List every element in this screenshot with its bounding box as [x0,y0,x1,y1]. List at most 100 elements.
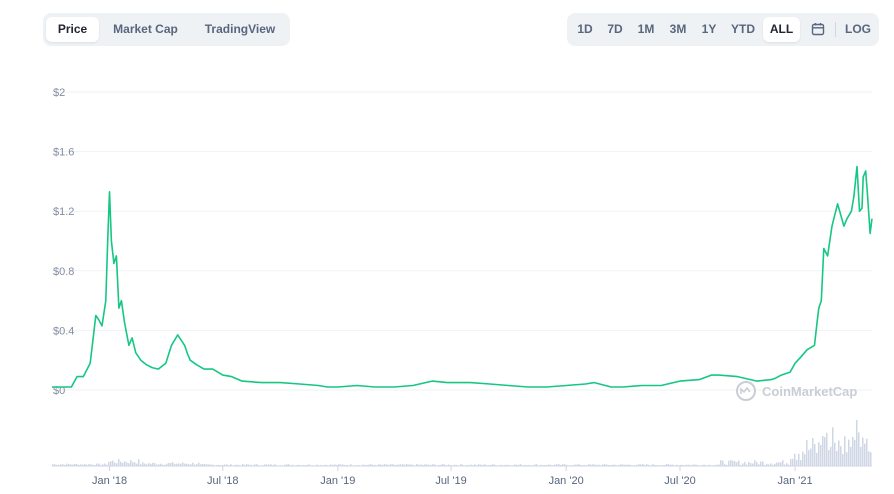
volume-bar [242,464,244,466]
volume-bar [736,462,738,466]
volume-bar [420,464,422,466]
volume-bar [142,462,144,466]
volume-bar [582,464,584,466]
volume-bars [52,419,872,466]
volume-bar [454,464,456,466]
tab-range-7d[interactable]: 7D [607,22,623,36]
volume-bar [756,462,758,466]
volume-bar [646,464,648,466]
tab-price[interactable]: Price [46,17,99,42]
volume-bar [662,464,664,466]
volume-bar [478,464,480,466]
chart-view-tabs: Price Market Cap TradingView [43,13,290,46]
volume-bar [158,464,160,466]
volume-bar [56,464,58,466]
volume-bar [696,464,698,466]
volume-bar [842,453,844,466]
volume-bar [190,464,192,466]
volume-bar [798,453,800,466]
volume-bar [504,464,506,466]
volume-bar [858,432,860,466]
tab-range-all[interactable]: ALL [763,17,800,42]
price-line [52,165,873,388]
y-tick-label: $0 [53,385,65,397]
volume-bar [702,464,704,466]
volume-bar [270,464,272,466]
coinmarketcap-watermark: CoinMarketCap [736,381,857,401]
volume-bar [198,462,200,466]
tab-range-ytd[interactable]: YTD [731,22,755,36]
volume-bar [506,464,508,466]
volume-bar [620,464,622,466]
volume-bar [150,463,152,466]
volume-bar [800,460,802,466]
tab-tradingview[interactable]: TradingView [204,22,276,36]
volume-bar [670,464,672,466]
volume-bar [848,439,850,466]
volume-bar [494,464,496,466]
tab-market-cap[interactable]: Market Cap [113,22,178,36]
volume-bar [448,464,450,466]
volume-bar [516,464,518,466]
volume-bar [52,464,54,466]
volume-bar [398,464,400,466]
volume-bar [140,464,142,466]
volume-bar [782,460,784,466]
y-axis-labels: $0 $0.4 $0.8 $1.2 $1.6 $2 [53,87,74,397]
volume-bar [298,464,300,466]
log-scale-toggle[interactable]: LOG [845,22,871,36]
volume-bar [610,464,612,466]
volume-bar [128,463,130,466]
volume-bar [618,464,620,466]
volume-bar [182,462,184,466]
volume-bar [58,464,60,466]
volume-bar [192,462,194,466]
tab-range-3m[interactable]: 3M [669,22,687,36]
volume-bar [368,464,370,466]
volume-bar [810,448,812,466]
volume-bar [248,464,250,466]
volume-bar [204,464,206,466]
volume-bar [76,464,78,466]
volume-bar [490,464,492,466]
volume-bar [708,464,710,466]
volume-bar [246,464,248,466]
volume-bar [802,451,804,466]
volume-bar [750,463,752,466]
volume-bar [330,464,332,466]
volume-bar [644,464,646,466]
x-tick-label: Jan '21 [777,475,812,487]
volume-bar [66,463,68,466]
volume-bar [626,464,628,466]
volume-bar [194,464,196,466]
volume-bar [770,463,772,466]
volume-bar [62,464,64,466]
tab-range-1y[interactable]: 1Y [701,22,717,36]
calendar-button[interactable] [805,17,831,42]
volume-bar [68,464,70,466]
chart-grid [52,91,872,391]
volume-bar [776,462,778,466]
volume-bar [838,440,840,466]
volume-bar [738,460,740,466]
x-tick-label: Jan '20 [549,475,584,487]
tab-range-1d[interactable]: 1D [577,22,593,36]
volume-bar [84,463,86,466]
volume-bar [786,463,788,466]
volume-bar [612,464,614,466]
tab-range-1m[interactable]: 1M [637,22,655,36]
volume-bar [742,463,744,466]
volume-bar [788,464,790,466]
volume-bar [78,464,80,466]
coinmarketcap-logo-icon [736,381,756,401]
volume-bar [500,464,502,466]
volume-bar [820,444,822,466]
volume-bar [556,464,558,466]
volume-bar [822,436,824,466]
volume-bar [256,464,258,466]
volume-bar [836,451,838,466]
volume-bar [136,463,138,466]
volume-bar [224,464,226,466]
volume-bar [548,464,550,466]
